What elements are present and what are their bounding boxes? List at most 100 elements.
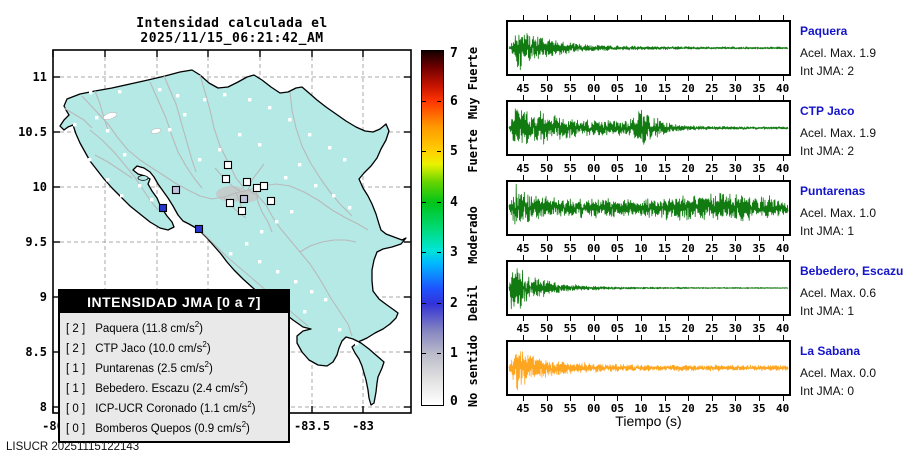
time-axis-label: Tiempo (s): [615, 413, 682, 429]
legend-row-intensity: [ 0 ]: [66, 422, 86, 435]
trace-x-tick-label: 50: [539, 402, 554, 415]
trace-tick: [593, 95, 595, 100]
legend-row-intensity: [ 1 ]: [66, 362, 86, 375]
trace-station-name: Bebedero, Escazu: [800, 264, 904, 278]
trace-tick: [664, 255, 666, 260]
legend-row-station: CTP Jaco (10.0 cm/s2): [92, 340, 211, 355]
trace-tick: [523, 156, 524, 161]
trace-tick: [711, 15, 713, 20]
trace-tick: [523, 396, 524, 401]
trace-tick: [782, 236, 784, 241]
trace-x-tick-label: 10: [634, 242, 648, 255]
trace-x-tick-label: 30: [728, 242, 743, 255]
trace-x-tick-label: 20: [681, 322, 695, 335]
trace-tick: [593, 175, 595, 180]
legend-row: [ 1 ] Bebedero. Escazu (2.4 cm/s2): [66, 377, 282, 397]
trace-x-tick-label: 00: [587, 242, 601, 255]
trace-tick: [570, 316, 572, 321]
trace-x-tick-label: 00: [587, 162, 601, 175]
trace-x-tick-label: 15: [657, 82, 672, 95]
station-marker-intensity-0: [252, 183, 262, 193]
trace-x-tick-label: 20: [681, 402, 695, 415]
map-y-tick-label: 10: [33, 180, 47, 194]
legend-row-intensity: [ 2 ]: [66, 322, 86, 335]
trace-tick: [688, 335, 690, 340]
trace-x-tick-label: 45: [516, 322, 530, 335]
trace-x-tick-label: 30: [728, 402, 743, 415]
trace-x-tick-label: 30: [728, 82, 743, 95]
trace-tick: [735, 76, 737, 81]
trace-tick: [782, 316, 784, 321]
station-marker-intensity-0: [259, 181, 269, 191]
waveform-2: [508, 108, 789, 145]
map-title: Intensidad calculada el 2025/11/15_06:21…: [136, 16, 328, 46]
trace-tick: [735, 236, 737, 241]
trace-accel-label: Acel. Max. 0.0: [800, 366, 877, 380]
waveform-4: [508, 268, 789, 310]
legend-row-station: Puntarenas (2.5 cm/s2): [92, 360, 213, 375]
trace-panel-paquera: [506, 20, 791, 76]
map-y-tick-label: 8.5: [25, 345, 47, 359]
trace-tick: [523, 175, 524, 180]
trace-tick: [711, 236, 713, 241]
trace-tick: [570, 335, 572, 340]
trace-tick: [617, 76, 619, 81]
trace-station-name: CTP Jaco: [800, 104, 855, 118]
colorbar-tick-label: 6: [450, 93, 458, 109]
gulf-island: [137, 175, 149, 181]
trace-tick: [735, 316, 737, 321]
trace-tick: [617, 15, 619, 20]
trace-tick: [688, 396, 690, 401]
colorbar-tick-label: 1: [450, 346, 458, 362]
trace-tick: [664, 95, 666, 100]
trace-tick: [641, 335, 642, 340]
colorbar-category-label: Fuerte: [466, 129, 480, 173]
colorbar-tick-label: 2: [450, 295, 458, 311]
trace-tick: [593, 236, 595, 241]
trace-tick: [688, 76, 690, 81]
legend-row-station: Bebedero. Escazu (2.4 cm/s2): [92, 380, 248, 395]
trace-tick: [546, 95, 548, 100]
trace-jma-label: Int JMA: 0: [800, 384, 855, 398]
trace-x-tick-label: 40: [775, 162, 790, 175]
trace-x-tick-label: 50: [539, 82, 554, 95]
trace-x-tick-label: 35: [752, 242, 766, 255]
trace-tick: [735, 335, 737, 340]
legend-row-intensity: [ 0 ]: [66, 402, 86, 415]
trace-tick: [711, 95, 713, 100]
legend-row-station: Bomberos Quepos (0.9 cm/s2): [92, 420, 250, 435]
legend-row: [ 1 ] Puntarenas (2.5 cm/s2): [66, 357, 282, 377]
trace-tick: [546, 236, 548, 241]
trace-x-tick-label: 05: [610, 402, 625, 415]
colorbar-tick: [437, 151, 441, 153]
colorbar-category-label: No sentido: [466, 335, 480, 408]
trace-tick: [523, 236, 524, 241]
map-y-tick-label: 9.5: [25, 235, 47, 249]
trace-x-tick-label: 35: [752, 322, 766, 335]
trace-tick: [664, 76, 666, 81]
trace-tick: [641, 156, 642, 161]
trace-x-tick-label: 35: [752, 162, 766, 175]
trace-x-tick-label: 10: [634, 322, 648, 335]
trace-tick: [735, 15, 737, 20]
colorbar-tick-label: 7: [450, 46, 458, 61]
colorbar-category-label: Muy Fuerte: [466, 46, 480, 119]
trace-x-tick-label: 40: [775, 242, 790, 255]
colorbar-tick: [437, 353, 441, 355]
trace-jma-label: Int JMA: 2: [800, 144, 855, 158]
trace-tick: [782, 175, 784, 180]
trace-tick: [593, 15, 595, 20]
legend-row-station: ICP-UCR Coronado (1.1 cm/s2): [92, 400, 256, 415]
trace-tick: [664, 335, 666, 340]
costa-rica-outline: [59, 69, 407, 406]
legend-row-intensity: [ 2 ]: [66, 342, 86, 355]
trace-accel-label: Acel. Max. 0.6: [800, 286, 877, 300]
trace-x-tick-label: 15: [657, 242, 672, 255]
watermark: LISUCR 20251115122143: [6, 441, 140, 453]
trace-tick: [782, 15, 784, 20]
trace-tick: [570, 76, 572, 81]
trace-tick: [759, 316, 760, 321]
trace-tick: [546, 335, 548, 340]
trace-tick: [593, 316, 595, 321]
colorbar-tick: [422, 100, 426, 102]
